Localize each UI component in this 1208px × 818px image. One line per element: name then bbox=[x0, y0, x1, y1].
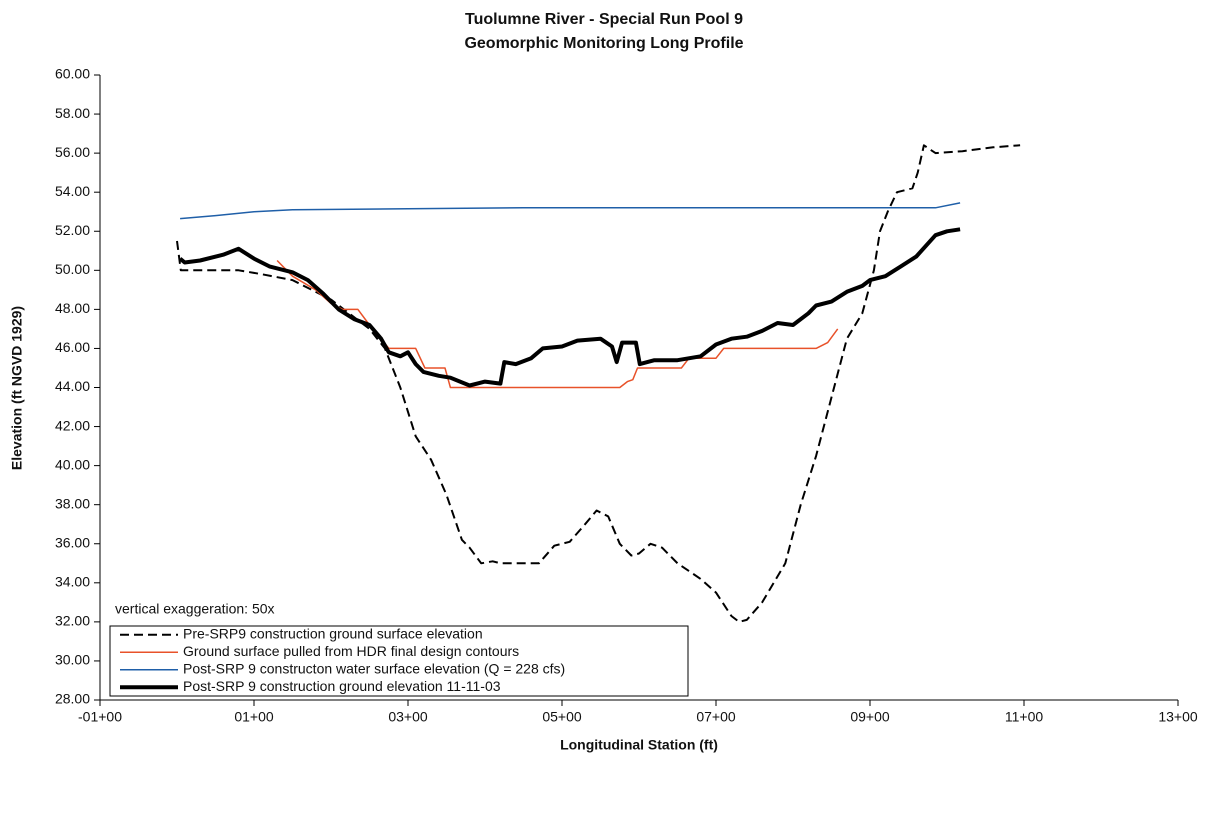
y-tick-label: 42.00 bbox=[55, 417, 90, 433]
y-tick-label: 58.00 bbox=[55, 105, 90, 121]
legend-label: Post-SRP 9 constructon water surface ele… bbox=[183, 660, 565, 676]
series-line bbox=[176, 144, 1021, 623]
y-axis-title: Elevation (ft NGVD 1929) bbox=[9, 306, 25, 470]
legend-box bbox=[109, 625, 689, 697]
y-tick-label: 28.00 bbox=[55, 691, 90, 707]
legend-label: Pre-SRP9 construction ground surface ele… bbox=[183, 625, 483, 641]
y-tick-label: 36.00 bbox=[55, 534, 90, 550]
y-tick-label: 54.00 bbox=[55, 183, 90, 199]
x-tick-label: 13+00 bbox=[1158, 709, 1198, 725]
x-tick-label: 09+00 bbox=[850, 709, 890, 725]
x-tick-label: 03+00 bbox=[388, 709, 428, 725]
series-line bbox=[178, 227, 961, 388]
y-tick-label: 50.00 bbox=[55, 261, 90, 277]
y-tick-label: 60.00 bbox=[55, 66, 90, 82]
legend-label: Ground surface pulled from HDR final des… bbox=[183, 643, 519, 659]
x-tick-label: 07+00 bbox=[696, 709, 736, 725]
x-tick-label: -01+00 bbox=[78, 709, 122, 725]
y-tick-label: 30.00 bbox=[55, 652, 90, 668]
chart-subtitle: Geomorphic Monitoring Long Profile bbox=[464, 35, 743, 52]
y-tick-label: 32.00 bbox=[55, 613, 90, 629]
y-tick-label: 52.00 bbox=[55, 222, 90, 238]
x-axis-title: Longitudinal Station (ft) bbox=[560, 737, 718, 753]
y-tick-label: 40.00 bbox=[55, 456, 90, 472]
y-tick-label: 46.00 bbox=[55, 339, 90, 355]
y-tick-label: 44.00 bbox=[55, 378, 90, 394]
x-tick-label: 11+00 bbox=[1005, 709, 1043, 725]
y-tick-label: 56.00 bbox=[55, 144, 90, 160]
legend: Pre-SRP9 construction ground surface ele… bbox=[109, 625, 689, 697]
y-tick-label: 34.00 bbox=[55, 574, 90, 590]
annotation: vertical exaggeration: 50x bbox=[115, 601, 275, 617]
y-tick-label: 48.00 bbox=[55, 300, 90, 316]
x-tick-label: 01+00 bbox=[234, 709, 274, 725]
legend-label: Post-SRP 9 construction ground elevation… bbox=[183, 678, 501, 694]
chart-title: Tuolumne River - Special Run Pool 9 bbox=[465, 11, 743, 28]
x-tick-label: 05+00 bbox=[542, 709, 582, 725]
series-line bbox=[180, 202, 961, 220]
series-line bbox=[276, 259, 839, 389]
y-tick-label: 38.00 bbox=[55, 495, 90, 511]
